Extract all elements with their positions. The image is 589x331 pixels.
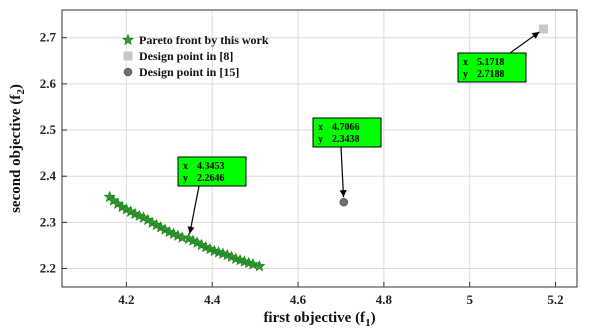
data-point	[246, 258, 259, 270]
x-axis-label-end: )	[371, 310, 376, 326]
datatip-x-label: x	[463, 57, 468, 68]
legend: Pareto front by this work Design point in…	[121, 33, 269, 79]
datatip-x-label: x	[183, 161, 188, 172]
x-tick-label: 4.4	[204, 292, 221, 307]
x-tick-label: 4.8	[376, 292, 393, 307]
x-tick-label: 5.2	[547, 292, 563, 307]
datatip-y-label: y	[318, 134, 323, 145]
series-star	[103, 190, 266, 272]
data-point	[253, 259, 266, 272]
legend-entry: Pareto front by this work	[121, 33, 269, 47]
x-axis-label-sub: 1	[365, 317, 371, 329]
datatip-box	[177, 156, 247, 187]
data-point	[339, 197, 349, 207]
datatip: x 4.7066 y 2.3438	[312, 117, 382, 198]
datatip-x-value: 4.7066	[332, 122, 360, 133]
datatip-arrow-head	[339, 189, 347, 198]
legend-label: Design point in [15]	[139, 65, 239, 79]
y-tick-label: 2.5	[40, 122, 57, 137]
y-tick-label: 2.4	[40, 168, 57, 183]
legend-marker	[123, 51, 133, 61]
datatip-layer: x 4.3453 y 2.2646 x 4.7066 y 2.3438 x 5.1718 y 2.71…	[177, 31, 540, 234]
datatip-y-label: y	[183, 173, 188, 184]
y-tick-label: 2.2	[40, 261, 56, 276]
datatip-x-value: 4.3453	[197, 161, 225, 172]
datatip-y-value: 2.7188	[477, 69, 505, 80]
legend-label: Pareto front by this work	[139, 33, 269, 47]
legend-label: Design point in [8]	[139, 49, 233, 63]
x-tick-label: 5	[466, 292, 473, 307]
datatip-arrow-head	[531, 31, 540, 39]
datatip: x 4.3453 y 2.2646	[177, 156, 247, 234]
y-tick-label: 2.7	[40, 30, 57, 45]
legend-entry: Design point in [15]	[123, 65, 239, 79]
data-point	[538, 24, 548, 34]
datatip-y-value: 2.3438	[332, 134, 360, 145]
datatip-box	[312, 117, 382, 148]
x-tick-label: 4.6	[290, 292, 307, 307]
legend-marker	[123, 67, 133, 77]
x-axis-label-main: first objective (f	[263, 310, 366, 326]
y-axis-label-main: second objective (f	[8, 94, 24, 213]
datatip-y-value: 2.2646	[197, 173, 225, 184]
y-axis-label: second objective (f2)	[8, 84, 27, 213]
legend-marker	[121, 33, 135, 46]
datatip-arrow-line	[189, 185, 200, 234]
series-circle	[339, 197, 349, 207]
datatip: x 5.1718 y 2.7188	[457, 31, 540, 83]
grid-layer	[62, 10, 577, 287]
tick-layer: 4.2 4.4 4.6 4.8 5 5.2 2.2 2.3 2.4 2.5 2.6 2.7	[40, 30, 564, 307]
plot-frame	[61, 9, 578, 288]
x-axis-label: first objective (f1)	[263, 310, 375, 329]
y-axis-label-end: )	[8, 84, 24, 89]
datatip-x-label: x	[318, 122, 323, 133]
datatip-x-value: 5.1718	[477, 57, 505, 68]
data-point	[176, 231, 189, 243]
series-square	[538, 24, 548, 34]
series-layer	[103, 24, 548, 272]
y-tick-label: 2.3	[40, 214, 57, 229]
datatip-arrow-head	[187, 226, 195, 234]
datatip-y-label: y	[463, 69, 468, 80]
y-axis-label-sub: 2	[15, 89, 27, 95]
x-tick-label: 4.2	[118, 292, 134, 307]
legend-entry: Design point in [8]	[123, 49, 233, 63]
y-tick-label: 2.6	[40, 76, 57, 91]
datatip-arrow-line	[340, 146, 345, 198]
datatip-box	[457, 52, 527, 83]
